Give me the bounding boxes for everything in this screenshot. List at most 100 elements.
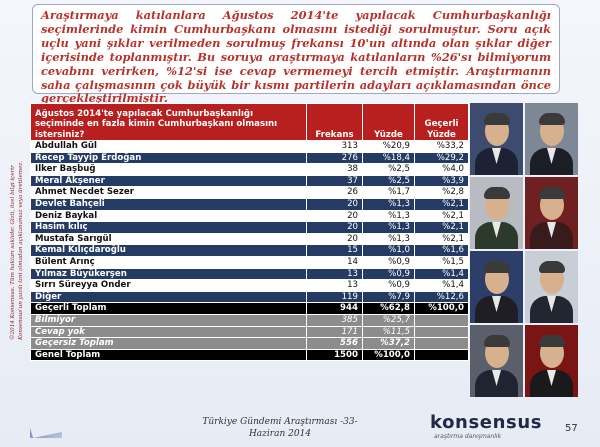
photo-meral-aksener bbox=[525, 177, 578, 249]
photo-recep-tayyip-erdogan bbox=[525, 103, 578, 175]
row-label: Diğer bbox=[30, 290, 307, 304]
row-label: Sırrı Süreyya Önder bbox=[30, 279, 307, 292]
table-row: Geçersiz Toplam 556 %37,2 bbox=[30, 337, 469, 350]
row-gecerli-yuzde: %29,2 bbox=[414, 151, 469, 165]
row-label: Meral Akşener bbox=[30, 174, 307, 188]
photo-deniz-baykal bbox=[470, 325, 523, 397]
row-label: Bülent Arınç bbox=[30, 255, 307, 269]
row-yuzde: %37,2 bbox=[362, 337, 415, 350]
row-yuzde: %0,9 bbox=[362, 279, 415, 292]
row-frekans: 38 bbox=[306, 163, 363, 176]
gecerli-yuzde-header: Geçerli Yüzde bbox=[414, 103, 469, 141]
photo-devlet-bahceli bbox=[470, 251, 523, 323]
table-row: Meral Akşener 37 %2,5 %3,9 bbox=[30, 174, 469, 188]
table-row: Devlet Bahçeli 20 %1,3 %2,1 bbox=[30, 197, 469, 211]
row-frekans: 944 bbox=[306, 302, 363, 315]
row-yuzde: %1,3 bbox=[362, 221, 415, 234]
row-gecerli-yuzde: %1,4 bbox=[414, 267, 469, 281]
table-row: Bülent Arınç 14 %0,9 %1,5 bbox=[30, 255, 469, 269]
footer-caption: Türkiye Gündemi Araştırması -33- Haziran… bbox=[190, 416, 370, 440]
row-frekans: 20 bbox=[306, 209, 363, 223]
row-label: Devlet Bahçeli bbox=[30, 197, 307, 211]
row-frekans: 313 bbox=[306, 140, 363, 153]
photo-ilker-basbug bbox=[470, 177, 523, 249]
row-frekans: 385 bbox=[306, 313, 363, 327]
row-yuzde: %11,5 bbox=[362, 325, 415, 339]
candidate-photos bbox=[470, 103, 580, 399]
row-gecerli-yuzde bbox=[414, 313, 469, 327]
table-row: Deniz Baykal 20 %1,3 %2,1 bbox=[30, 209, 469, 223]
row-yuzde: %1,0 bbox=[362, 244, 415, 257]
table-body: Abdullah Gül 313 %20,9 %33,2 Recep Tayyip Er… bbox=[30, 140, 469, 362]
row-yuzde: %20,9 bbox=[362, 140, 415, 153]
table-row: Yılmaz Büyükerşen 13 %0,9 %1,4 bbox=[30, 267, 469, 281]
row-frekans: 26 bbox=[306, 186, 363, 199]
table-row: Ahmet Necdet Sezer 26 %1,7 %2,8 bbox=[30, 186, 469, 199]
table-row: Geçerli Toplam 944 %62,8 %100,0 bbox=[30, 302, 469, 315]
row-label: Abdullah Gül bbox=[30, 140, 307, 153]
row-label: Geçersiz Toplam bbox=[30, 337, 307, 350]
row-yuzde: %1,7 bbox=[362, 186, 415, 199]
table-row: Diğer 119 %7,9 %12,6 bbox=[30, 290, 469, 304]
row-yuzde: %62,8 bbox=[362, 302, 415, 315]
row-gecerli-yuzde bbox=[414, 337, 469, 350]
footer-date: Haziran 2014 bbox=[248, 429, 312, 439]
table-row: Genel Toplam 1500 %100,0 bbox=[30, 348, 469, 362]
row-yuzde: %1,3 bbox=[362, 209, 415, 223]
row-gecerli-yuzde: %1,4 bbox=[414, 279, 469, 292]
row-frekans: 276 bbox=[306, 151, 363, 165]
table-row: Recep Tayyip Erdoğan 276 %18,4 %29,2 bbox=[30, 151, 469, 165]
copyright-line-2: Konsensus'un yazılı izni olmadan açıklan… bbox=[18, 160, 24, 340]
table-row: Cevap yok 171 %11,5 bbox=[30, 325, 469, 339]
row-frekans: 20 bbox=[306, 232, 363, 246]
row-yuzde: %100,0 bbox=[362, 348, 415, 362]
intro-text: Araştırmaya katılanlara Ağustos 2014'te … bbox=[41, 8, 551, 106]
row-frekans: 20 bbox=[306, 197, 363, 211]
row-label: Yılmaz Büyükerşen bbox=[30, 267, 307, 281]
row-yuzde: %25,7 bbox=[362, 313, 415, 327]
row-frekans: 1500 bbox=[306, 348, 363, 362]
row-frekans: 556 bbox=[306, 337, 363, 350]
table-row: Kemal Kılıçdaroğlu 15 %1,0 %1,6 bbox=[30, 244, 469, 257]
row-gecerli-yuzde: %2,1 bbox=[414, 209, 469, 223]
row-gecerli-yuzde: %2,1 bbox=[414, 197, 469, 211]
row-gecerli-yuzde: %12,6 bbox=[414, 290, 469, 304]
row-yuzde: %18,4 bbox=[362, 151, 415, 165]
page-number: 57 bbox=[565, 423, 578, 434]
row-gecerli-yuzde: %2,1 bbox=[414, 221, 469, 234]
table-row: Hasim kılıç 20 %1,3 %2,1 bbox=[30, 221, 469, 234]
brand-logo: konsensus araştırma danışmanlık bbox=[430, 412, 550, 442]
row-yuzde: %1,3 bbox=[362, 197, 415, 211]
row-yuzde: %2,5 bbox=[362, 163, 415, 176]
row-yuzde: %2,5 bbox=[362, 174, 415, 188]
row-frekans: 37 bbox=[306, 174, 363, 188]
table-row: Sırrı Süreyya Önder 13 %0,9 %1,4 bbox=[30, 279, 469, 292]
table-row: İlker Başbuğ 38 %2,5 %4,0 bbox=[30, 163, 469, 176]
copyright-line-1: ©2014 Konsensus. Tüm hakları saklıdır. G… bbox=[10, 165, 16, 340]
row-label: Geçerli Toplam bbox=[30, 302, 307, 315]
row-gecerli-yuzde: %1,5 bbox=[414, 255, 469, 269]
brand-tagline: araştırma danışmanlık bbox=[434, 433, 502, 440]
footer-title: Türkiye Gündemi Araştırması -33- bbox=[202, 417, 358, 427]
row-yuzde: %1,3 bbox=[362, 232, 415, 246]
row-frekans: 13 bbox=[306, 279, 363, 292]
table-row: Bilmiyor 385 %25,7 bbox=[30, 313, 469, 327]
row-frekans: 14 bbox=[306, 255, 363, 269]
row-frekans: 13 bbox=[306, 267, 363, 281]
row-gecerli-yuzde: %1,6 bbox=[414, 244, 469, 257]
row-gecerli-yuzde bbox=[414, 348, 469, 362]
frekans-header: Frekans bbox=[306, 103, 363, 141]
row-label: Deniz Baykal bbox=[30, 209, 307, 223]
row-gecerli-yuzde: %100,0 bbox=[414, 302, 469, 315]
table-question-header: Ağustos 2014'te yapılacak Cumhurbaşkanlı… bbox=[30, 103, 307, 141]
row-yuzde: %0,9 bbox=[362, 255, 415, 269]
row-label: Cevap yok bbox=[30, 325, 307, 339]
intro-box: Araştırmaya katılanlara Ağustos 2014'te … bbox=[32, 4, 560, 105]
table-row: Mustafa Sarıgül 20 %1,3 %2,1 bbox=[30, 232, 469, 246]
row-frekans: 171 bbox=[306, 325, 363, 339]
photo-ahmet-necdet-sezer bbox=[525, 325, 578, 397]
row-gecerli-yuzde: %3,9 bbox=[414, 174, 469, 188]
row-frekans: 20 bbox=[306, 221, 363, 234]
row-frekans: 15 bbox=[306, 244, 363, 257]
